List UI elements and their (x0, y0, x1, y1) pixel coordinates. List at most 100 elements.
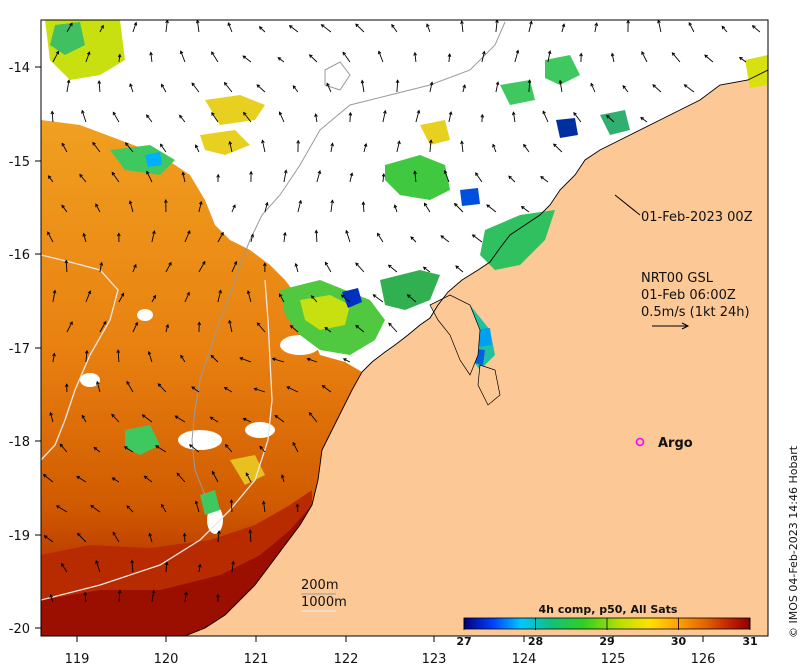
current-vector (330, 200, 333, 213)
current-vector-head (76, 475, 81, 480)
current-vector (239, 357, 252, 363)
current-vector (81, 110, 87, 123)
current-vector (44, 535, 54, 543)
lat-tick: -20 (9, 622, 30, 637)
current-vector (684, 84, 695, 93)
current-vector-head (320, 24, 325, 28)
current-vector-head (413, 51, 417, 56)
current-vector (66, 321, 73, 333)
current-vector-head (306, 357, 311, 362)
current-vector (528, 80, 531, 93)
current-vector-head (52, 289, 57, 294)
current-vector (50, 594, 54, 603)
current-vector (245, 472, 252, 483)
current-vector-head (283, 231, 287, 236)
current-vector-head (288, 25, 293, 29)
current-vector-head (64, 259, 69, 264)
current-vector (279, 111, 285, 123)
current-vector-head (164, 561, 169, 566)
current-vector (131, 560, 134, 573)
current-vector-head (423, 202, 428, 207)
lon-tick: 120 (154, 652, 179, 667)
current-vector (640, 117, 648, 123)
current-vector (475, 172, 483, 183)
current-vector-head (84, 349, 89, 354)
current-vector-head (259, 445, 263, 450)
current-vector-head (176, 472, 181, 477)
credit-label: © IMOS 04-Feb-2023 14:46 Hobart (787, 445, 800, 638)
current-vector (95, 203, 101, 213)
current-vector-head (579, 52, 583, 57)
current-vector (228, 320, 233, 333)
current-vector-head (55, 505, 60, 509)
current-vector (198, 564, 201, 573)
current-vector-head (184, 591, 188, 596)
current-vector-head (47, 231, 51, 236)
current-vector (112, 532, 120, 543)
current-vector-head (64, 383, 69, 388)
bathy-200m-contour (191, 21, 506, 496)
current-vector (281, 474, 285, 483)
current-vector (316, 170, 321, 183)
current-vector (118, 54, 121, 63)
current-vector (98, 80, 101, 93)
current-vector (229, 141, 233, 153)
current-vector (51, 111, 54, 123)
lat-tick: -15 (9, 155, 30, 170)
current-vector (440, 235, 450, 243)
current-vector-head (640, 116, 644, 121)
current-vector-head (321, 385, 326, 389)
current-vector (341, 294, 351, 303)
current-vector (721, 26, 728, 33)
current-vector (165, 324, 169, 333)
current-vector-head (416, 109, 421, 114)
current-vector (521, 206, 530, 213)
current-vector (224, 82, 233, 93)
current-vector-head (188, 444, 193, 448)
current-vector-head (342, 358, 347, 362)
current-vector (65, 260, 68, 273)
current-vector-head (361, 201, 366, 206)
current-vector-head (278, 111, 283, 116)
current-vector-head (294, 262, 299, 267)
current-vector (96, 381, 101, 393)
colorbar-tick: 30 (671, 635, 687, 648)
current-vector-head (622, 84, 626, 89)
current-vector-head (141, 414, 146, 418)
current-vector-head (69, 321, 73, 325)
current-vector-head (263, 262, 267, 267)
current-vector-head (310, 295, 315, 299)
current-vector-head (209, 416, 214, 421)
current-vector-head (239, 357, 244, 361)
legend-200m-label: 200m (301, 578, 338, 593)
sst-date-label: 01-Feb-2023 00Z (641, 210, 753, 225)
current-vector (355, 325, 365, 333)
current-vector (227, 22, 233, 33)
current-vector (272, 358, 285, 363)
current-vector-head (486, 204, 490, 208)
current-vector-head (455, 265, 459, 269)
current-vector-head (292, 85, 297, 89)
current-vector (259, 446, 266, 453)
current-vector-head (295, 503, 300, 508)
current-scale-arrow (652, 322, 690, 330)
current-vector (283, 170, 287, 183)
lat-tick: -14 (9, 61, 30, 76)
current-vector (307, 358, 318, 363)
current-vector-head (523, 143, 527, 148)
current-vector (492, 144, 497, 153)
current-vector-head (314, 229, 319, 234)
current-vector (176, 473, 186, 483)
current-vector-head (69, 22, 73, 27)
current-vector-head (492, 143, 496, 148)
current-vector (396, 80, 399, 93)
bathy-1000m-contour (41, 279, 273, 601)
current-vector-head (395, 79, 400, 84)
current-vector (165, 20, 168, 33)
current-vector (48, 175, 54, 183)
current-vector (132, 322, 138, 333)
current-vector (165, 562, 168, 573)
current-vector-head (223, 386, 228, 391)
current-vector (355, 23, 365, 33)
colorbar-title: 4h comp, p50, All Sats (539, 603, 678, 616)
